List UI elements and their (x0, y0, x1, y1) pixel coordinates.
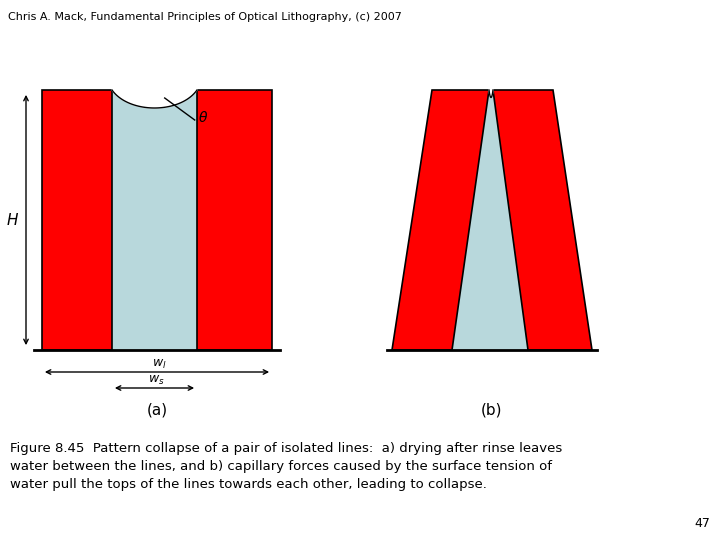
Text: (b): (b) (481, 402, 503, 417)
Bar (42, 90, 112, 350)
Text: $\theta$: $\theta$ (198, 111, 208, 125)
Polygon shape (493, 90, 592, 350)
Text: Figure 8.45  Pattern collapse of a pair of isolated lines:  a) drying after rins: Figure 8.45 Pattern collapse of a pair o… (10, 442, 562, 491)
Polygon shape (489, 88, 493, 98)
Text: $H$: $H$ (6, 212, 19, 228)
Text: $w_s$: $w_s$ (148, 374, 165, 387)
Text: 47: 47 (694, 517, 710, 530)
Bar (197, 90, 272, 350)
Text: Chris A. Mack, Fundamental Principles of Optical Lithography, (c) 2007: Chris A. Mack, Fundamental Principles of… (8, 12, 402, 22)
Bar (112, 90, 197, 350)
Polygon shape (452, 90, 528, 350)
Polygon shape (112, 88, 197, 108)
Text: (a): (a) (146, 402, 168, 417)
Text: $w_l$: $w_l$ (152, 358, 166, 371)
Polygon shape (392, 90, 489, 350)
